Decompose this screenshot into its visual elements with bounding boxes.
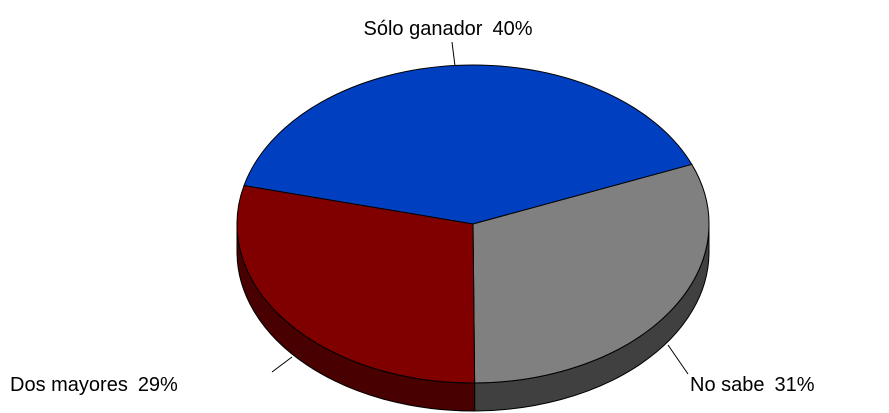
value-label: 29% [138,374,178,396]
value-label: 40% [492,18,532,40]
category-name: Dos mayores [10,374,128,396]
data-label: Sólo ganador 40% [363,18,532,40]
leader-line [271,356,293,373]
pie-slice [236,184,476,384]
leader-line [451,41,456,67]
leader-line [667,344,689,375]
pie [236,64,710,412]
pie-tops [236,64,710,384]
pie-slice [243,64,693,225]
pie-slice [472,163,710,384]
data-label: No sabe 31% [690,374,815,396]
category-name: Sólo ganador [363,18,482,40]
value-label: 31% [775,374,815,396]
category-name: No sabe [690,374,765,396]
data-label: Dos mayores 29% [10,374,178,396]
